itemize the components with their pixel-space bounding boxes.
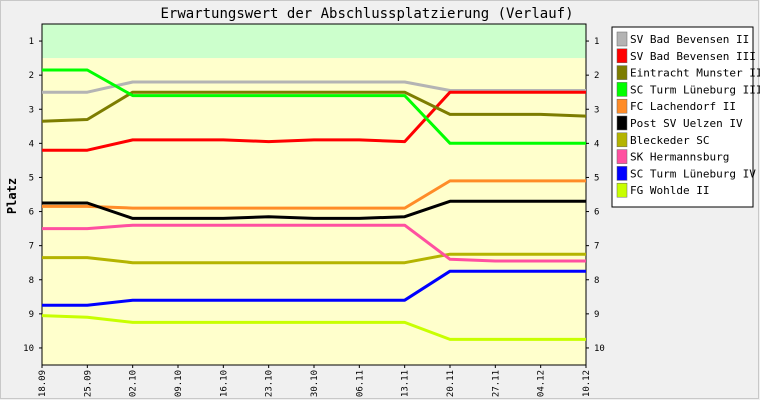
y-tick-label-left: 5 <box>29 173 34 183</box>
series-line-3 <box>41 90 587 123</box>
y-tick-label-right: 1 <box>594 37 599 47</box>
y-axis-label: Platz <box>5 178 19 214</box>
legend-label: SV Bad Bevensen II <box>630 33 749 46</box>
plot-area: 1 1 2 2 3 3 4 4 5 5 6 6 7 7 8 8 9 9 10 10 18.09 25.09 02.10 09.… <box>23 23 605 397</box>
y-tick-label-right: 3 <box>594 105 599 115</box>
legend-swatch <box>616 166 628 181</box>
legend-label: Post SV Uelzen IV <box>630 117 743 130</box>
x-tick-label: 09.10 <box>174 370 184 397</box>
series-line-1 <box>42 80 586 94</box>
legend-label: SC Turm Lüneburg III <box>630 83 760 96</box>
x-tick-label: 06.11 <box>355 370 365 397</box>
legend-label: Bleckeder SC <box>630 134 709 147</box>
y-tick-label-left: 10 <box>23 344 34 354</box>
legend-label: SC Turm Lüneburg IV <box>630 167 756 180</box>
series-line-5 <box>42 179 586 210</box>
legend-swatch <box>616 31 628 47</box>
y-tick-label-right: 2 <box>594 71 599 81</box>
y-tick-label-left: 6 <box>29 208 34 218</box>
series-line-2 <box>42 90 586 152</box>
legend: SV Bad Bevensen II SV Bad Bevensen III Ein… <box>611 26 760 208</box>
legend-label: SK Hermannsburg <box>630 151 729 164</box>
legend-swatch <box>616 132 628 148</box>
y-tick-label-right: 4 <box>594 139 599 149</box>
x-tick-label: 25.09 <box>83 370 93 397</box>
y-tick-label-left: 4 <box>29 139 34 149</box>
series-line-9 <box>42 269 586 307</box>
legend-swatch <box>616 98 628 114</box>
y-tick-label-left: 1 <box>29 37 34 47</box>
legend-box <box>611 26 754 208</box>
legend-swatch <box>616 149 628 164</box>
series-line-4 <box>42 68 586 145</box>
chart-title: Erwartungswert der Abschlussplatzierung … <box>160 6 573 22</box>
x-tick-label: 04.12 <box>537 370 547 397</box>
plot-band-2 <box>42 58 586 365</box>
legend-swatch <box>616 182 628 198</box>
y-tick-label-right: 5 <box>594 173 599 183</box>
y-tick-label-right: 6 <box>594 208 599 218</box>
y-tick-label-left: 7 <box>29 242 34 252</box>
legend-label: FG Wohlde II <box>630 184 709 197</box>
y-tick-label-left: 3 <box>29 105 34 115</box>
y-tick-label-left: 2 <box>29 71 34 81</box>
series-line-6 <box>42 199 586 220</box>
y-tick-label-right: 7 <box>594 242 599 252</box>
legend-swatch <box>616 48 628 64</box>
series-line-8 <box>42 223 586 263</box>
series-line-10 <box>41 314 586 341</box>
x-tick-label: 16.10 <box>219 370 229 397</box>
y-tick-label-left: 9 <box>29 310 34 320</box>
legend-label: Eintracht Munster II <box>630 67 760 80</box>
series-line-7 <box>42 252 586 265</box>
x-tick-label: 13.11 <box>401 370 411 397</box>
y-tick-label-right: 9 <box>594 310 599 320</box>
legend-swatch <box>616 82 628 97</box>
legend-swatch <box>616 115 628 131</box>
x-tick-label: 02.10 <box>129 370 139 397</box>
legend-label: FC Lachendorf II <box>630 100 736 113</box>
x-tick-label: 23.10 <box>265 370 275 397</box>
legend-swatch <box>616 65 628 80</box>
x-tick-label: 18.09 <box>38 370 48 397</box>
plot-band-1 <box>42 24 586 59</box>
x-tick-label: 27.11 <box>491 370 501 397</box>
x-tick-label: 10.12 <box>582 370 592 397</box>
y-tick-label-right: 8 <box>594 276 599 286</box>
y-tick-label-left: 8 <box>29 276 34 286</box>
legend-label: SV Bad Bevensen III <box>630 50 756 63</box>
x-tick-label: 30.10 <box>310 370 320 397</box>
x-tick-label: 20.11 <box>446 370 456 397</box>
y-tick-label-right: 10 <box>594 344 605 354</box>
